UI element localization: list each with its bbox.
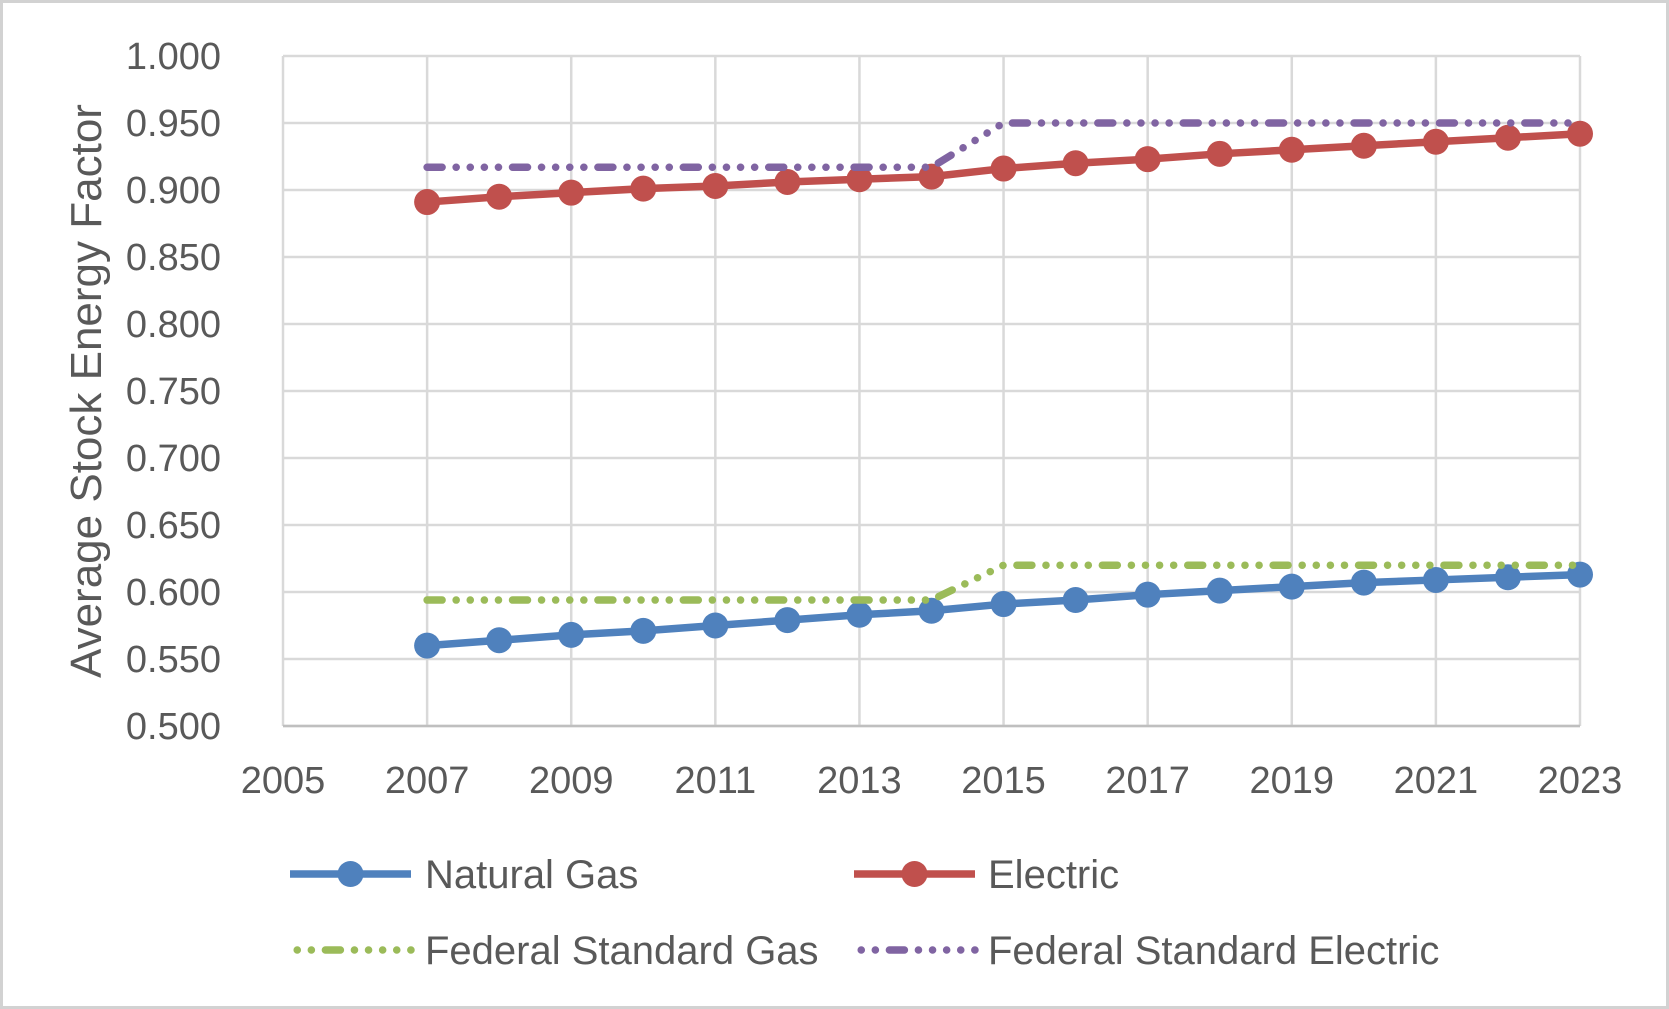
legend-marker xyxy=(901,861,928,887)
y-tick-label: 0.500 xyxy=(126,706,221,748)
data-point-marker xyxy=(846,166,873,193)
legend-label: Natural Gas xyxy=(425,853,638,897)
data-point-marker xyxy=(702,172,729,199)
data-point-marker xyxy=(1206,577,1233,604)
x-tick-label: 2019 xyxy=(1250,760,1335,802)
x-tick-label: 2017 xyxy=(1105,760,1190,802)
x-tick-label: 2013 xyxy=(817,760,902,802)
x-tick-label: 2005 xyxy=(241,760,326,802)
y-tick-label: 0.600 xyxy=(126,572,221,614)
y-tick-label: 0.850 xyxy=(126,237,221,279)
y-tick-label: 0.750 xyxy=(126,371,221,413)
data-point-marker xyxy=(1278,136,1305,163)
data-point-marker xyxy=(1206,140,1233,167)
data-point-marker xyxy=(1494,564,1521,591)
y-tick-label: 1.000 xyxy=(126,36,221,78)
x-tick-label: 2015 xyxy=(961,760,1046,802)
legend-label: Electric xyxy=(988,853,1119,897)
data-point-marker xyxy=(1422,128,1449,155)
legend-marker xyxy=(337,861,364,887)
data-point-marker xyxy=(774,607,801,634)
x-tick-label: 2009 xyxy=(529,760,614,802)
x-tick-label: 2011 xyxy=(674,760,756,802)
data-point-marker xyxy=(846,601,873,628)
data-point-marker xyxy=(1350,569,1377,596)
y-tick-label: 0.950 xyxy=(126,103,221,145)
data-point-marker xyxy=(1062,587,1089,614)
data-point-marker xyxy=(1134,146,1161,173)
data-point-marker xyxy=(918,597,945,624)
data-point-marker xyxy=(1350,132,1377,159)
data-point-marker xyxy=(1278,573,1305,600)
data-point-marker xyxy=(1567,120,1593,147)
data-point-marker xyxy=(414,632,441,659)
data-point-marker xyxy=(486,627,513,654)
data-point-marker xyxy=(414,189,441,216)
data-point-marker xyxy=(558,179,585,206)
legend-label: Federal Standard Electric xyxy=(988,929,1439,973)
data-point-marker xyxy=(630,617,657,644)
data-point-marker xyxy=(774,168,801,195)
series-line-federal-standard-gas xyxy=(423,561,1584,604)
y-tick-label: 0.700 xyxy=(126,438,221,480)
y-tick-label: 0.650 xyxy=(126,505,221,547)
data-point-marker xyxy=(1422,566,1449,593)
legend-label: Federal Standard Gas xyxy=(425,929,819,973)
data-point-marker xyxy=(558,621,585,648)
y-tick-label: 0.900 xyxy=(126,170,221,212)
y-tick-label: 0.550 xyxy=(126,639,221,681)
data-point-marker xyxy=(1062,150,1089,177)
data-point-marker xyxy=(990,155,1017,182)
x-tick-label: 2023 xyxy=(1538,760,1623,802)
y-tick-label: 0.800 xyxy=(126,304,221,346)
data-point-marker xyxy=(1494,124,1521,151)
data-point-marker xyxy=(630,175,657,202)
x-tick-label: 2021 xyxy=(1394,760,1479,802)
data-point-marker xyxy=(990,591,1017,618)
data-point-marker xyxy=(702,612,729,639)
data-point-marker xyxy=(486,183,513,210)
data-point-marker xyxy=(1134,581,1161,608)
line-chart-svg: 1.000 0.950 0.900 0.850 0.800 0.750 0.700 0.650… xyxy=(126,36,1623,973)
x-tick-label: 2007 xyxy=(385,760,470,802)
